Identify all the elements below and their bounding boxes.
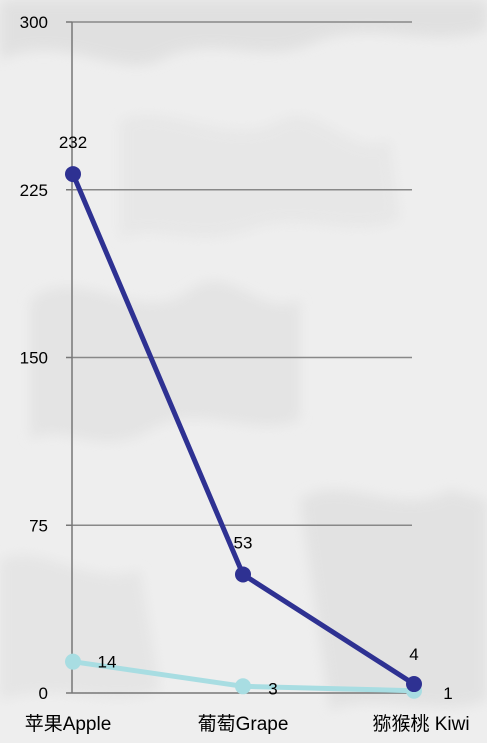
series-layer: 232 53 4 14 3 1 [59, 133, 453, 703]
x-category-label: 猕猴桃 Kiwi [372, 713, 469, 735]
x-axis-categories: 苹果Apple 葡萄Grape 猕猴桃 Kiwi [25, 713, 470, 735]
data-point [65, 166, 81, 183]
data-point [235, 566, 251, 583]
y-tick-label: 300 [20, 13, 48, 32]
data-label: 4 [409, 645, 418, 664]
gridlines [72, 21, 412, 526]
y-axis-ticks: 0 75 150 225 300 [20, 13, 48, 703]
data-label: 1 [443, 684, 452, 703]
data-point [235, 678, 251, 695]
background-texture [0, 0, 487, 710]
data-label: 3 [268, 679, 277, 698]
x-category-label: 葡萄Grape [198, 713, 289, 735]
data-label: 53 [234, 533, 253, 552]
y-tick-label: 75 [29, 516, 48, 535]
data-point [65, 653, 81, 670]
data-label: 232 [59, 133, 87, 152]
data-point [406, 676, 422, 693]
y-tick-label: 150 [20, 349, 48, 368]
y-tick-label: 225 [20, 181, 48, 200]
x-category-label: 苹果Apple [25, 713, 112, 735]
data-label: 14 [98, 653, 117, 672]
y-tick-label: 0 [39, 684, 48, 703]
